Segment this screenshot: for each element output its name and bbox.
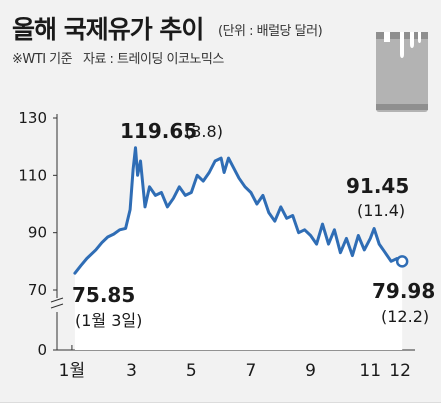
series-area — [74, 147, 403, 350]
basis-note: ※WTI 기준 — [12, 52, 73, 67]
source-note: ※WTI 기준 자료 : 트레이딩 이코노믹스 — [12, 48, 224, 67]
y-tick-label: 70 — [28, 281, 47, 299]
x-tick-label: 9 — [305, 361, 316, 381]
chart-title: 올해 국제유가 추이 — [12, 15, 204, 44]
y-tick-labels: 130 110 90 70 0 — [18, 109, 47, 359]
annotation-value-end: 79.98 — [372, 279, 435, 303]
oil-barrel-icon — [376, 32, 428, 112]
x-tick-label: 12 — [389, 361, 411, 381]
y-tick-label: 90 — [28, 224, 47, 242]
y-tick-label: 130 — [18, 109, 47, 127]
y-tick-label: 0 — [37, 341, 47, 359]
annotation-date-start: (1월 3일) — [75, 311, 142, 330]
x-tick-label: 5 — [186, 361, 197, 381]
annotation-date-peak: (3.8) — [185, 122, 223, 141]
series-line-layer — [73, 146, 409, 275]
annotation-value-nov: 91.45 — [346, 174, 409, 198]
annotation-date-nov: (11.4) — [357, 201, 405, 220]
x-tick-label: 3 — [126, 361, 137, 381]
unit-label: (단위 : 배럴당 달러) — [218, 24, 323, 39]
series-line — [73, 146, 404, 275]
area-fill-layer — [74, 147, 403, 350]
annotation-value-start: 75.85 — [72, 283, 135, 307]
annotation-date-end: (12.2) — [381, 307, 429, 326]
axis-break-mark — [50, 297, 64, 309]
x-tick-label: 7 — [246, 361, 257, 381]
series-end-marker — [395, 255, 409, 268]
x-tick-label: 1월 — [59, 361, 85, 381]
annotation-value-peak: 119.65 — [120, 119, 197, 143]
source-label: 자료 : 트레이딩 이코노믹스 — [82, 52, 224, 67]
x-tick-label: 11 — [359, 361, 381, 381]
y-tick-label: 110 — [18, 166, 47, 184]
x-tick-labels: 1월 3 5 7 9 11 12 — [59, 361, 411, 381]
